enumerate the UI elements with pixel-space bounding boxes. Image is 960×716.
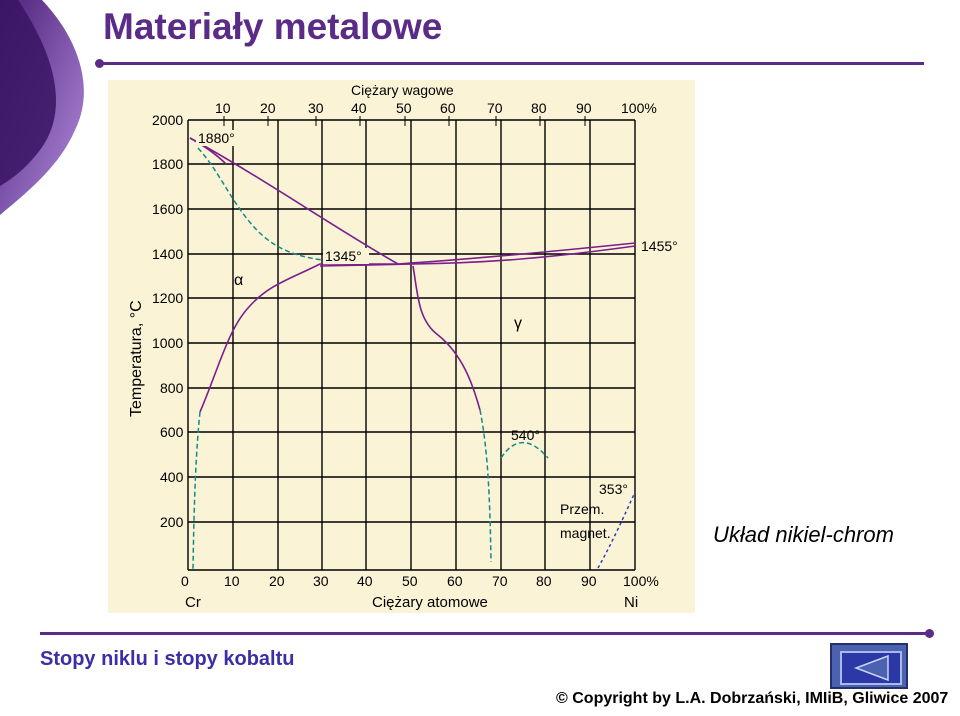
- header-rule-dot: [95, 59, 104, 68]
- y-tick-labels: 2000 1800 1600 1400 1200 1000 800 600 40…: [152, 112, 184, 530]
- eutectic-line: [319, 263, 414, 267]
- ni-cr-phase-diagram: Ciężary wagowe 10 20 30 40 50 60 70 80 9…: [108, 80, 695, 613]
- y-tick-label: 400: [160, 469, 184, 485]
- ordering-dome-dashed: [500, 441, 549, 459]
- footer-rule-dot: [925, 629, 934, 638]
- bottom-tick-label: 30: [313, 573, 329, 589]
- footer-course-title: Stopy niklu i stopy kobaltu: [40, 648, 295, 670]
- t540-label: 540°: [511, 427, 540, 443]
- y-tick-label: 600: [160, 424, 184, 440]
- top-tick-label: 40: [351, 100, 367, 116]
- back-button[interactable]: [830, 643, 908, 689]
- phase-solid-lines: [189, 137, 636, 413]
- t353-label: 353°: [599, 481, 628, 497]
- bottom-tick-label: 20: [269, 573, 285, 589]
- ni-end-label: Ni: [624, 594, 638, 611]
- y-axis-title: Temperatura, °C: [128, 300, 145, 417]
- y-tick-label: 1600: [152, 201, 183, 217]
- cr-dashed-low-temp: [192, 411, 201, 571]
- bottom-tick-label: 0: [181, 573, 189, 589]
- y-tick-label: 2000: [152, 112, 183, 128]
- cr-liquidus-line: [189, 137, 399, 265]
- cr-solidus-line: [189, 137, 227, 165]
- top-tick-label: 10: [215, 100, 231, 116]
- alpha-phase-label: α: [234, 272, 243, 289]
- top-tick-label: 30: [308, 100, 324, 116]
- bottom-tick-label: 60: [447, 573, 463, 589]
- bottom-tick-label: 100%: [623, 573, 659, 589]
- magnetic-transition-line: [597, 491, 636, 569]
- top-weight-ticks: [223, 116, 586, 126]
- back-button-face: [840, 651, 902, 685]
- bottom-tick-labels: 0 10 20 30 40 50 60 70 80 90 100%: [181, 573, 659, 589]
- bottom-tick-label: 70: [492, 573, 508, 589]
- gamma-solvus-line: [412, 265, 481, 411]
- top-axis-title: Ciężary wagowe: [351, 82, 454, 98]
- corner-wave-decoration: [0, 0, 84, 215]
- t1345-label: 1345°: [325, 248, 362, 264]
- top-tick-label: 50: [396, 100, 412, 116]
- alpha-dashed-boundary: [197, 147, 323, 261]
- ni-liquidus-line: [397, 242, 636, 265]
- cr-end-label: Cr: [185, 594, 201, 611]
- top-tick-label: 80: [531, 100, 547, 116]
- bottom-tick-label: 50: [402, 573, 418, 589]
- top-tick-labels: 10 20 30 40 50 60 70 80 90 100%: [215, 100, 657, 116]
- t1880-label: 1880°: [198, 130, 235, 146]
- footer-rule: [40, 632, 928, 635]
- magnet-label: magnet.: [560, 525, 611, 541]
- top-tick-label: 20: [260, 100, 276, 116]
- diagram-grid: [187, 119, 636, 571]
- gamma-phase-label: γ: [514, 315, 522, 332]
- phase-dashed-lines: [192, 147, 549, 571]
- y-tick-label: 1400: [152, 246, 183, 262]
- bottom-tick-label: 10: [224, 573, 240, 589]
- t1455-label: 1455°: [641, 238, 678, 254]
- y-tick-label: 1200: [152, 290, 183, 306]
- back-arrow-icon: [853, 654, 889, 682]
- slide-title: Materiały metalowe: [103, 6, 443, 47]
- top-tick-label: 90: [576, 100, 592, 116]
- y-tick-label: 800: [160, 380, 184, 396]
- bottom-axis-title: Ciężary atomowe: [372, 594, 488, 611]
- y-tick-label: 1000: [152, 335, 183, 351]
- przem-label: Przem.: [560, 501, 604, 517]
- alpha-solvus-line: [199, 263, 398, 413]
- header-rule: [100, 62, 924, 65]
- bottom-tick-label: 40: [357, 573, 373, 589]
- diagram-annotations: 1880° 1345° 1455° α γ 540° 353° Przem. m…: [196, 130, 678, 541]
- y-tick-label: 200: [160, 514, 184, 530]
- top-tick-label: 70: [487, 100, 503, 116]
- gamma-dashed-low-temp: [479, 409, 492, 563]
- top-tick-label: 60: [440, 100, 456, 116]
- diagram-caption: Układ nikiel-chrom: [713, 522, 894, 547]
- y-tick-label: 1800: [152, 156, 183, 172]
- ni-solidus-line: [412, 245, 636, 265]
- diagram-background: [108, 80, 695, 613]
- bottom-tick-label: 90: [581, 573, 597, 589]
- copyright-text: © Copyright by L.A. Dobrzański, IMIiB, G…: [556, 690, 949, 707]
- bottom-tick-label: 80: [536, 573, 552, 589]
- top-tick-label: 100%: [621, 100, 657, 116]
